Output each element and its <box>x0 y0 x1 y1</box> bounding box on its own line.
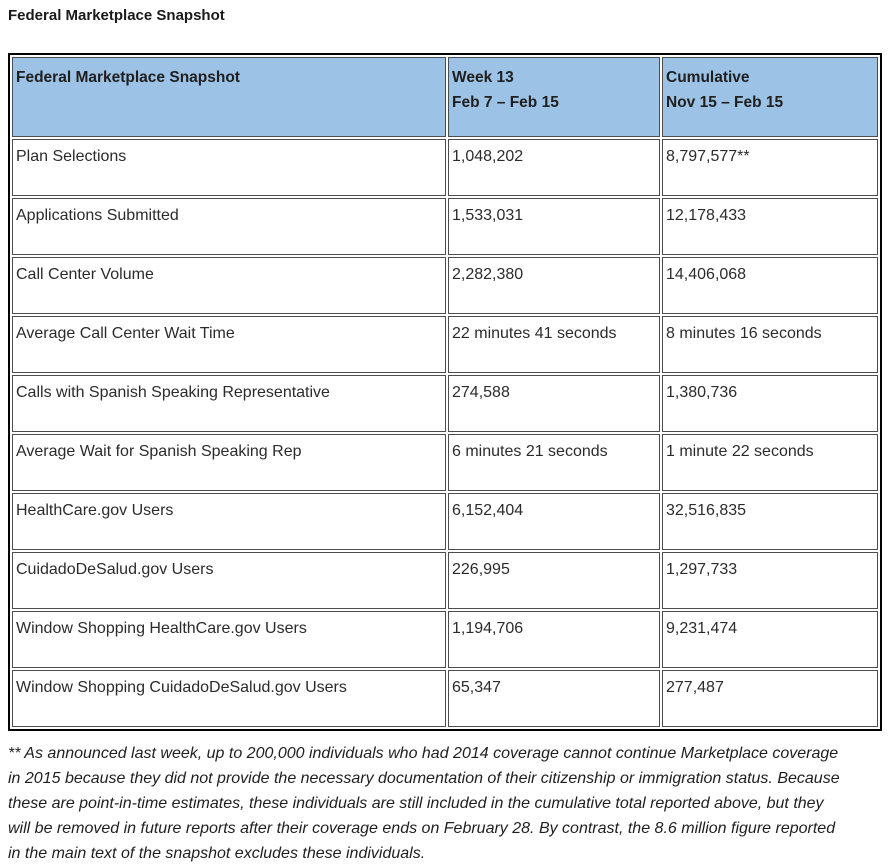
metric-label-cell: CuidadoDeSalud.gov Users <box>12 552 446 609</box>
week13-value-cell: 1,533,031 <box>448 198 660 255</box>
footnote-text: ** As announced last week, up to 200,000… <box>8 745 840 862</box>
week13-value-cell: 1,194,706 <box>448 611 660 668</box>
cumulative-value-cell: 14,406,068 <box>662 257 878 314</box>
table-row: Average Call Center Wait Time 22 minutes… <box>12 316 878 373</box>
week13-value-cell: 22 minutes 41 seconds <box>448 316 660 373</box>
cumulative-value-cell: 1,380,736 <box>662 375 878 432</box>
cumulative-value-cell: 277,487 <box>662 670 878 727</box>
cumulative-value-cell: 8,797,577** <box>662 139 878 196</box>
table-row: HealthCare.gov Users 6,152,404 32,516,83… <box>12 493 878 550</box>
metric-label-cell: Average Wait for Spanish Speaking Rep <box>12 434 446 491</box>
metric-label-cell: Call Center Volume <box>12 257 446 314</box>
metric-label-cell: Window Shopping CuidadoDeSalud.gov Users <box>12 670 446 727</box>
header-cell-metric: Federal Marketplace Snapshot <box>12 57 446 137</box>
table-row: Average Wait for Spanish Speaking Rep 6 … <box>12 434 878 491</box>
week13-value-cell: 6,152,404 <box>448 493 660 550</box>
cumulative-value-cell: 8 minutes 16 seconds <box>662 316 878 373</box>
cumulative-value-cell: 9,231,474 <box>662 611 878 668</box>
header-cell-week13: Week 13 Feb 7 – Feb 15 <box>448 57 660 137</box>
week13-value-cell: 226,995 <box>448 552 660 609</box>
header-cell-cumulative: Cumulative Nov 15 – Feb 15 <box>662 57 878 137</box>
table-row: Calls with Spanish Speaking Representati… <box>12 375 878 432</box>
table-row: Window Shopping CuidadoDeSalud.gov Users… <box>12 670 878 727</box>
federal-marketplace-snapshot-table: Federal Marketplace Snapshot Week 13 Feb… <box>8 53 882 731</box>
table-row: Plan Selections 1,048,202 8,797,577** <box>12 139 878 196</box>
week13-value-cell: 274,588 <box>448 375 660 432</box>
week13-value-cell: 6 minutes 21 seconds <box>448 434 660 491</box>
page-title: Federal Marketplace Snapshot <box>8 7 225 24</box>
metric-label-cell: HealthCare.gov Users <box>12 493 446 550</box>
table-row: CuidadoDeSalud.gov Users 226,995 1,297,7… <box>12 552 878 609</box>
cumulative-value-cell: 12,178,433 <box>662 198 878 255</box>
cumulative-value-cell: 1,297,733 <box>662 552 878 609</box>
table-header-row: Federal Marketplace Snapshot Week 13 Feb… <box>12 57 878 137</box>
table-row: Applications Submitted 1,533,031 12,178,… <box>12 198 878 255</box>
metric-label-cell: Calls with Spanish Speaking Representati… <box>12 375 446 432</box>
cumulative-value-cell: 1 minute 22 seconds <box>662 434 878 491</box>
metric-label-cell: Window Shopping HealthCare.gov Users <box>12 611 446 668</box>
week13-value-cell: 65,347 <box>448 670 660 727</box>
table-row: Call Center Volume 2,282,380 14,406,068 <box>12 257 878 314</box>
week13-value-cell: 1,048,202 <box>448 139 660 196</box>
week13-value-cell: 2,282,380 <box>448 257 660 314</box>
metric-label-cell: Applications Submitted <box>12 198 446 255</box>
cumulative-value-cell: 32,516,835 <box>662 493 878 550</box>
metric-label-cell: Plan Selections <box>12 139 446 196</box>
table-row: Window Shopping HealthCare.gov Users 1,1… <box>12 611 878 668</box>
metric-label-cell: Average Call Center Wait Time <box>12 316 446 373</box>
